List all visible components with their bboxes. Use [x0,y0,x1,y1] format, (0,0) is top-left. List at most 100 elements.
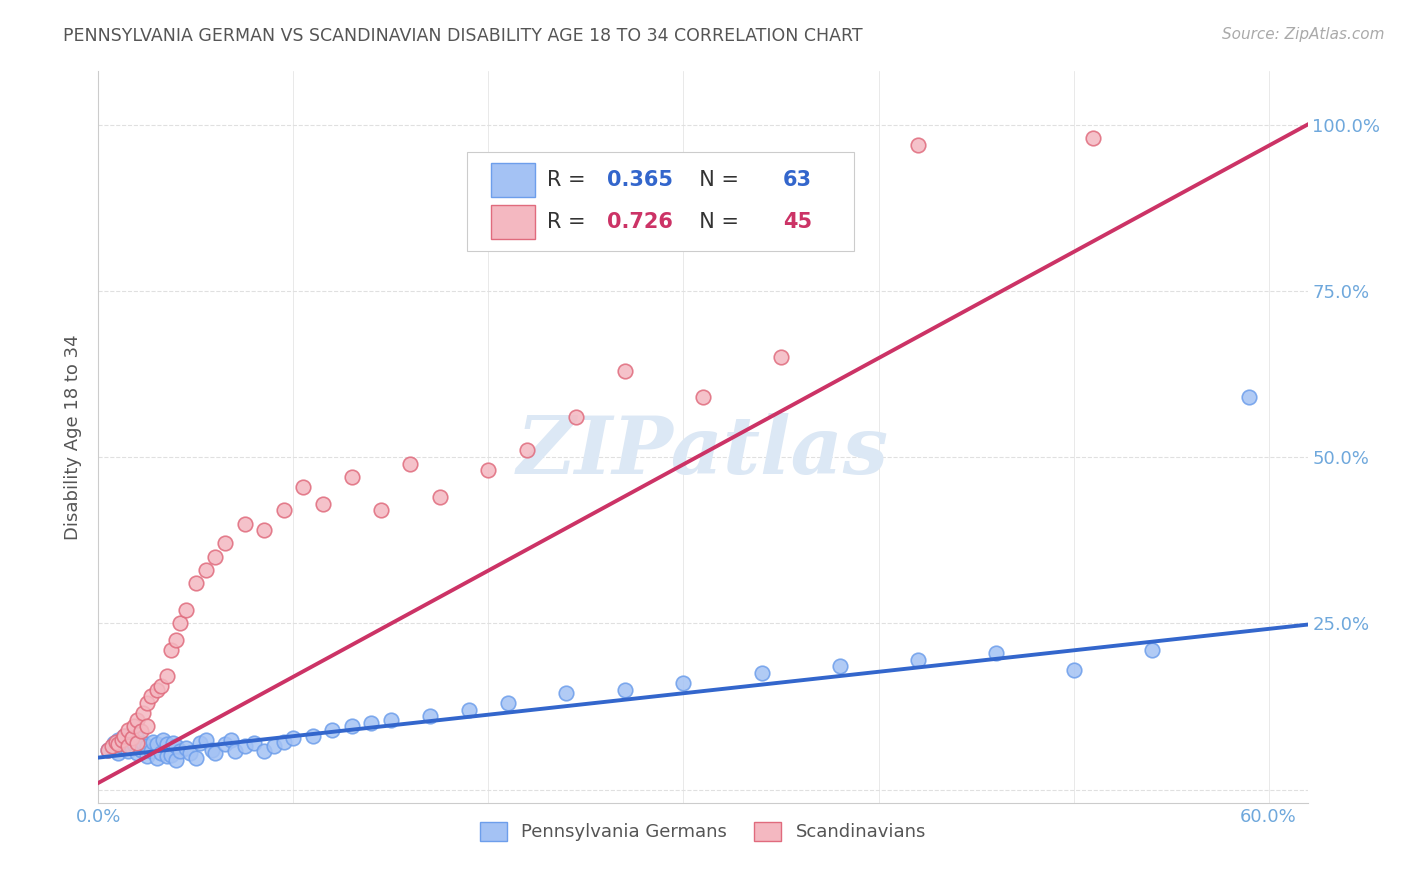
Point [156,669,179,683]
Point [253,523,276,537]
Point [169,616,191,631]
Point [121,731,143,745]
Point [194,563,217,577]
Point [136,739,159,754]
Point [321,723,343,737]
Point [117,723,139,737]
Point [907,653,929,667]
Point [146,682,169,697]
Point [156,749,179,764]
Point [614,682,637,697]
Point [429,490,451,504]
Point [159,643,181,657]
Point [127,746,149,760]
Point [122,719,145,733]
Text: 63: 63 [783,170,811,190]
Point [243,736,266,750]
Point [253,744,276,758]
Point [751,666,773,681]
Point [555,686,578,700]
FancyBboxPatch shape [467,152,855,251]
Point [302,729,325,743]
Point [200,742,222,756]
Point [614,363,637,377]
Point [179,746,201,760]
Point [146,737,169,751]
Point [159,747,181,762]
Point [184,576,207,591]
Point [111,739,134,754]
Point [111,732,134,747]
Point [204,549,226,564]
Y-axis label: Disability Age 18 to 34: Disability Age 18 to 34 [65,334,83,540]
Point [458,703,481,717]
Text: ZIPatlas: ZIPatlas [517,413,889,491]
Point [104,734,127,748]
Point [132,706,155,720]
Text: N =: N = [686,170,745,190]
Point [219,732,242,747]
Text: 45: 45 [783,212,811,232]
Point [165,739,187,754]
Point [828,659,851,673]
Text: 0.726: 0.726 [607,212,673,232]
Point [136,749,159,764]
Text: 0.365: 0.365 [607,170,673,190]
Point [165,632,187,647]
Point [370,503,392,517]
Point [149,746,172,760]
Text: PENNSYLVANIA GERMAN VS SCANDINAVIAN DISABILITY AGE 18 TO 34 CORRELATION CHART: PENNSYLVANIA GERMAN VS SCANDINAVIAN DISA… [63,27,863,45]
Point [174,603,197,617]
Point [496,696,519,710]
Point [214,737,236,751]
Point [127,736,149,750]
Point [131,742,153,756]
Point [122,737,145,751]
Point [103,736,125,750]
Point [184,750,207,764]
Point [360,716,382,731]
Point [340,470,363,484]
Point [769,351,792,365]
Point [127,731,149,745]
Point [516,443,538,458]
Point [672,676,695,690]
Point [907,137,929,152]
Text: R =: R = [547,212,592,232]
Point [273,734,295,748]
Point [169,744,191,758]
Point [399,457,422,471]
Point [112,729,135,743]
Point [117,734,139,748]
Point [380,713,402,727]
Point [132,736,155,750]
Point [174,741,197,756]
Text: N =: N = [686,212,745,232]
Point [233,739,256,754]
Point [1140,643,1163,657]
Point [107,737,129,751]
Point [101,739,124,754]
Point [127,713,149,727]
Point [565,410,588,425]
Point [692,390,714,404]
Point [263,739,285,754]
Point [224,744,246,758]
Text: Source: ZipAtlas.com: Source: ZipAtlas.com [1222,27,1385,42]
FancyBboxPatch shape [492,205,534,239]
Point [984,646,1007,660]
Point [97,742,120,756]
Point [117,739,139,754]
Legend: Pennsylvania Germans, Scandinavians: Pennsylvania Germans, Scandinavians [472,814,934,848]
Point [139,744,162,758]
Point [97,742,120,756]
Point [107,746,129,760]
Point [131,723,153,738]
FancyBboxPatch shape [492,163,534,197]
Point [117,744,139,758]
Point [152,732,174,747]
Point [1237,390,1260,404]
Point [146,750,169,764]
Point [1063,663,1085,677]
Point [107,732,129,747]
